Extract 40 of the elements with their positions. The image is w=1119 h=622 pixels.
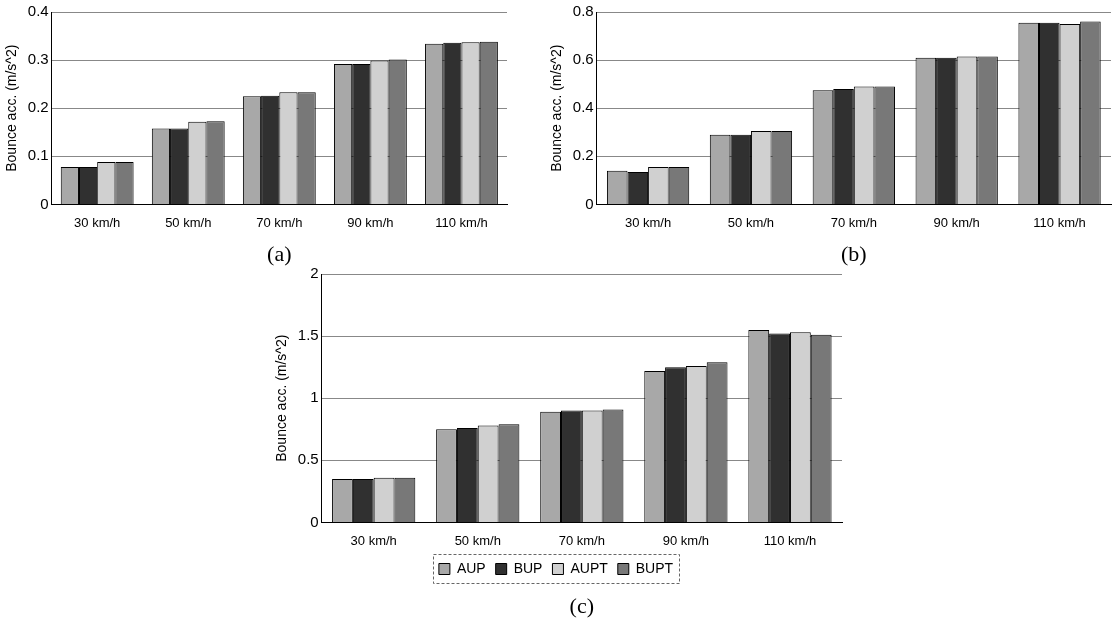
text: (a): [267, 240, 292, 266]
y-tick-label: 0.5: [297, 450, 319, 468]
x-tick-label: 30 km/h: [74, 214, 121, 230]
x-tick-label: 30 km/h: [624, 214, 672, 230]
y-tick-label: 0.4: [27, 2, 49, 20]
y-tick-label: 0: [585, 194, 594, 212]
y-tick-label: 0.3: [27, 50, 49, 68]
x-tick-label: 70 km/h: [830, 214, 877, 230]
y-axis-title: Bounce acc. (m/s^2): [3, 44, 20, 172]
x-tick-label: 110 km/h: [763, 532, 817, 548]
legend-label: BUP: [513, 559, 543, 576]
y-tick-label: 0.1: [27, 146, 49, 164]
x-tick-label: 110 km/h: [1033, 214, 1086, 230]
legend-label: BUPT: [635, 559, 674, 576]
x-tick-label: 90 km/h: [933, 214, 980, 230]
x-tick-label: 30 km/h: [350, 532, 397, 548]
y-axis-title: Bounce acc. (m/s^2): [273, 334, 290, 462]
y-tick-label: 0: [40, 194, 49, 212]
text: (b): [841, 240, 867, 266]
y-tick-label: 0.8: [572, 2, 594, 20]
y-tick-label: 0.2: [27, 98, 49, 116]
y-tick-label: 1: [310, 388, 319, 406]
y-tick-label: 2: [310, 264, 319, 282]
y-tick-label: 0.2: [572, 146, 594, 164]
y-tick-label: 1.5: [297, 326, 319, 344]
y-tick-label: 0.6: [572, 50, 594, 68]
x-tick-label: 50 km/h: [165, 214, 212, 230]
legend-label: AUP: [456, 559, 486, 576]
x-tick-label: 90 km/h: [662, 532, 710, 548]
x-tick-label: 50 km/h: [727, 214, 775, 230]
x-tick-label: 90 km/h: [347, 214, 394, 230]
x-tick-label: 70 km/h: [558, 532, 605, 548]
y-tick-label: 0.4: [572, 98, 594, 116]
x-tick-label: 70 km/h: [256, 214, 303, 230]
y-axis-title: Bounce acc. (m/s^2): [548, 44, 565, 172]
x-tick-label: 110 km/h: [435, 214, 488, 230]
x-tick-label: 50 km/h: [454, 532, 501, 548]
legend-label: AUPT: [570, 559, 609, 576]
text: (c): [569, 592, 595, 618]
y-tick-label: 0: [310, 512, 319, 530]
